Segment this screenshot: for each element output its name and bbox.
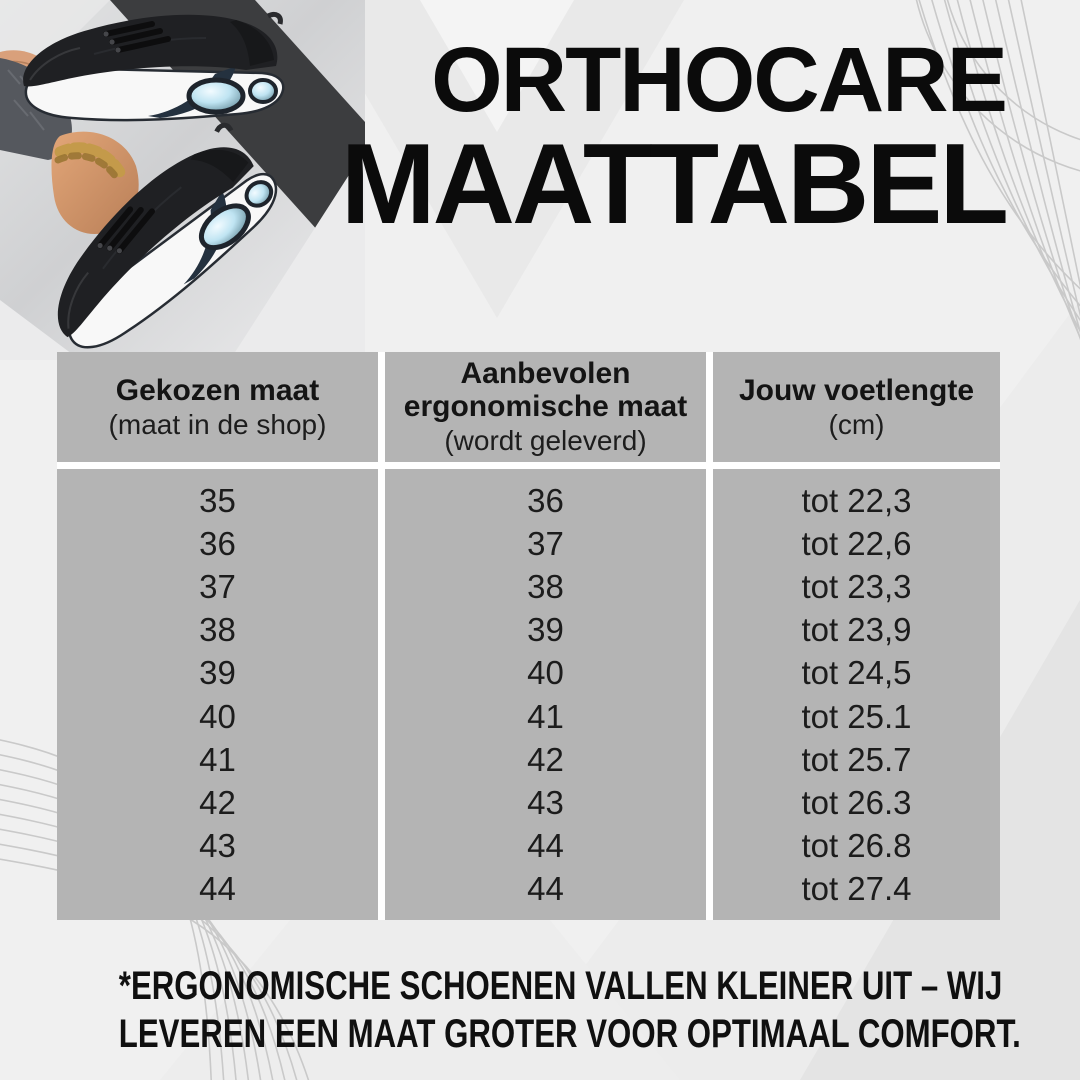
header-title: Gekozen maat — [115, 373, 320, 407]
size-value: 41 — [199, 740, 236, 778]
size-value: 42 — [199, 783, 236, 821]
column-values-gekozen-maat: 35 36 37 38 39 40 41 42 43 44 — [57, 469, 378, 920]
size-value: tot 23,9 — [801, 611, 912, 649]
header-subtitle: (cm) — [828, 408, 885, 440]
header-subtitle: (maat in de shop) — [108, 408, 327, 440]
size-value: 40 — [527, 654, 564, 692]
size-value: tot 26.8 — [801, 826, 912, 864]
column-header-voetlengte: Jouw voetlengte (cm) — [713, 352, 1000, 462]
column-values-aanbevolen-maat: 36 37 38 39 40 41 42 43 44 44 — [385, 469, 706, 920]
size-value: 43 — [199, 826, 236, 864]
header-title: Jouw voetlengte — [738, 373, 975, 407]
hand — [0, 50, 55, 92]
header-title: Aanbevolen ergonomische maat — [403, 357, 688, 423]
page-title: MAATTABEL — [340, 121, 1009, 249]
size-value: tot 22,6 — [801, 525, 912, 563]
size-value: 41 — [527, 697, 564, 735]
pant-leg — [0, 58, 72, 160]
size-value: 42 — [527, 740, 564, 778]
size-value: 37 — [199, 568, 236, 606]
column-values-voetlengte: tot 22,3 tot 22,6 tot 23,3 tot 23,9 tot 24,5… — [713, 469, 1000, 920]
size-value: 44 — [527, 869, 564, 907]
gold-anklet-icon — [54, 142, 126, 184]
size-value: tot 27.4 — [801, 869, 912, 907]
footnote-line: *ERGONOMISCHE SCHOENEN VALLEN KLEINER UI… — [118, 964, 1003, 1008]
size-value: tot 25.1 — [801, 697, 912, 735]
size-value: 43 — [527, 783, 564, 821]
column-header-gekozen-maat: Gekozen maat (maat in de shop) — [57, 352, 378, 462]
photo-background — [0, 0, 365, 360]
size-value: tot 25.7 — [801, 740, 912, 778]
size-value: 40 — [199, 697, 236, 735]
size-value: 44 — [527, 826, 564, 864]
size-value: 38 — [527, 568, 564, 606]
ankle — [51, 131, 139, 235]
title-block: ORTHOCARE MAATTABEL — [340, 29, 1009, 249]
product-photo — [0, 0, 365, 360]
size-value: tot 23,3 — [801, 568, 912, 606]
size-value: 36 — [199, 525, 236, 563]
size-value: tot 22,3 — [801, 482, 912, 520]
footnote-line: LEVEREN EEN MAAT GROTER VOOR OPTIMAAL CO… — [118, 1012, 1021, 1056]
dark-diagonal-band — [110, 0, 365, 283]
size-value: 36 — [527, 482, 564, 520]
size-value: 37 — [527, 525, 564, 563]
column-header-aanbevolen-maat: Aanbevolen ergonomische maat (wordt gele… — [385, 352, 706, 462]
sneaker-top — [23, 14, 283, 120]
sneaker-bottom — [23, 121, 293, 360]
size-value: 35 — [199, 482, 236, 520]
footnote: *ERGONOMISCHE SCHOENEN VALLEN KLEINER UI… — [118, 962, 1021, 1058]
size-value: 39 — [199, 654, 236, 692]
size-value: 44 — [199, 869, 236, 907]
size-table: Gekozen maat (maat in de shop) Aanbevole… — [57, 352, 1000, 920]
size-value: tot 24,5 — [801, 654, 912, 692]
header-subtitle: (wordt geleverd) — [444, 425, 647, 456]
size-value: 39 — [527, 611, 564, 649]
size-value: tot 26.3 — [801, 783, 912, 821]
size-value: 38 — [199, 611, 236, 649]
brand-title: ORTHOCARE — [431, 29, 1008, 131]
